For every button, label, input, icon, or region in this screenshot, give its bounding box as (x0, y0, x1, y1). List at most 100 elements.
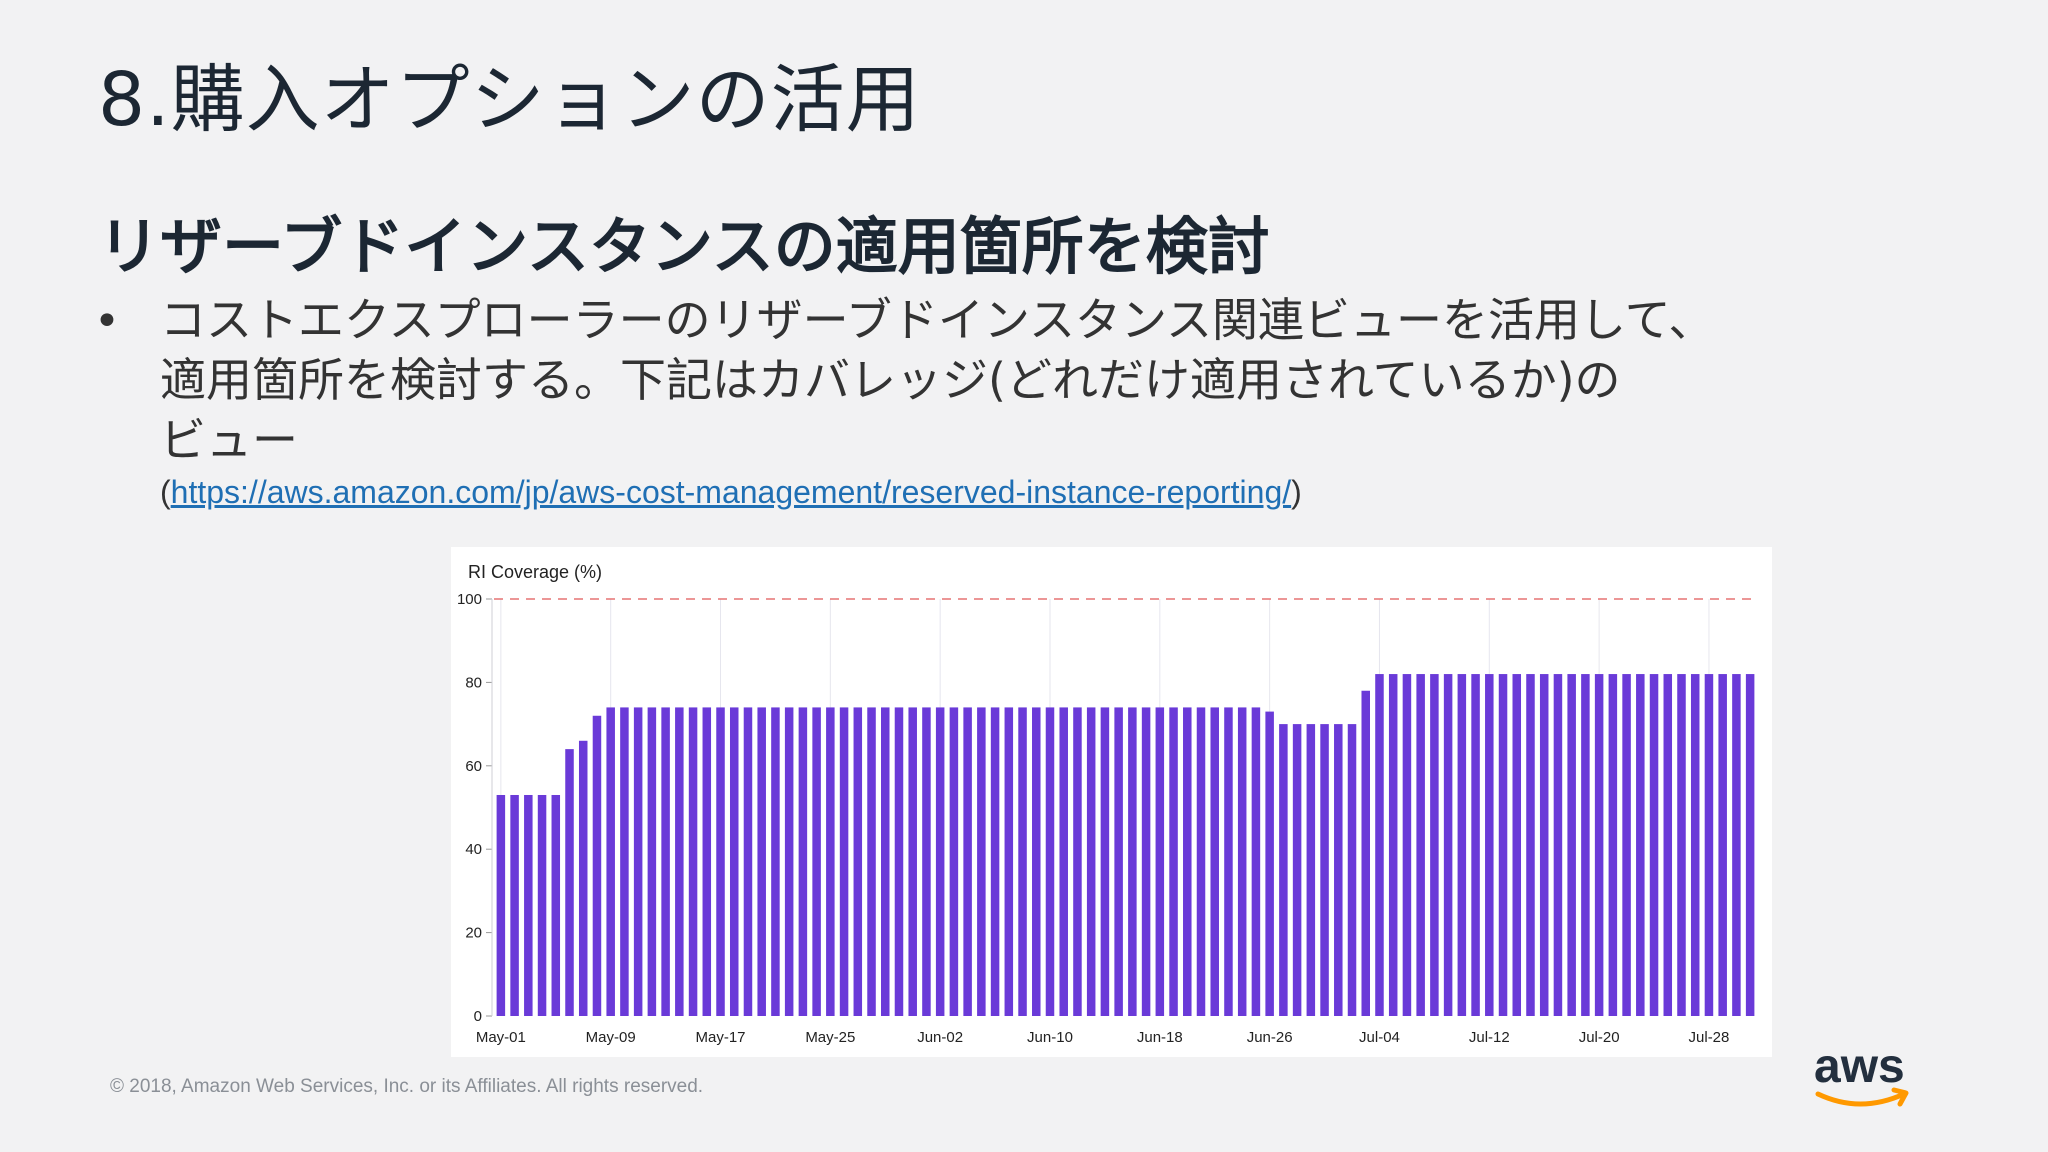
chart-bar (647, 707, 657, 1016)
chart-bar (867, 707, 876, 1016)
chart-bar (620, 707, 629, 1016)
chart-bar (578, 740, 588, 1016)
chart-bar (757, 707, 766, 1016)
chart-bar (702, 707, 712, 1016)
chart-bar (1196, 707, 1206, 1016)
chart-bar (1169, 707, 1178, 1016)
x-tick-label: Jul-12 (1469, 1029, 1510, 1046)
bullet-line-2: 適用箇所を検討する。下記はカバレッジ(どれだけ適用されているか)の (160, 353, 1621, 407)
x-tick-label: Jun-02 (917, 1029, 963, 1046)
chart-bar (1732, 674, 1741, 1016)
chart-bar (1745, 674, 1755, 1016)
chart-bar (771, 707, 780, 1016)
chart-bar (1485, 674, 1494, 1016)
chart-bar (1526, 674, 1535, 1016)
x-tick-label: Jun-10 (1027, 1029, 1073, 1046)
chart-bar (1608, 674, 1618, 1016)
chart-bar (935, 707, 945, 1016)
chart-bar (1512, 674, 1522, 1016)
x-tick-label: Jul-28 (1689, 1029, 1730, 1046)
aws-smile-icon (1815, 1091, 1907, 1107)
chart-title: RI Coverage (%) (468, 562, 602, 582)
chart-bar (1320, 724, 1329, 1016)
chart-bar (1128, 707, 1137, 1016)
chart-bar (1114, 707, 1123, 1016)
link-close-paren: ) (1291, 474, 1302, 510)
chart-bar (1183, 707, 1192, 1016)
chart-bar (798, 707, 808, 1016)
chart-bar (1581, 674, 1590, 1016)
y-tick-label: 60 (465, 758, 482, 775)
aws-smile-arrow-icon (1891, 1087, 1909, 1107)
chart-bar (524, 794, 533, 1016)
chart-bar (1292, 724, 1302, 1016)
chart-bar (606, 707, 615, 1016)
chart-bar (1237, 707, 1247, 1016)
chart-bar (592, 715, 602, 1016)
chart-bar (1553, 674, 1563, 1016)
chart-bar (1677, 674, 1686, 1016)
slide-subtitle: リザーブドインスタンスの適用箇所を検討 (98, 210, 1270, 283)
chart-bar (922, 707, 931, 1016)
y-tick-label: 20 (465, 925, 482, 942)
chart-bar (812, 707, 821, 1016)
chart-bar (1690, 674, 1700, 1016)
chart-bar (1004, 707, 1014, 1016)
chart-bar (1100, 707, 1110, 1016)
chart-bar (977, 707, 986, 1016)
chart-bar (1594, 674, 1604, 1016)
y-tick-label: 100 (457, 591, 482, 608)
chart-bar (949, 707, 959, 1016)
chart-bar (1471, 674, 1480, 1016)
chart-bar (880, 707, 890, 1016)
chart-bar (1086, 707, 1096, 1016)
chart-bar (1279, 724, 1288, 1016)
chart-bar (496, 794, 506, 1016)
chart-bar (1649, 674, 1659, 1016)
chart-bar (565, 749, 574, 1016)
chart-bar (1155, 707, 1165, 1016)
x-tick-label: Jun-18 (1137, 1029, 1183, 1046)
axis-layer: 0 20 40 60 80 100 May-01 May-09 May-17 May-25 Jun-… (457, 591, 1757, 1046)
chart-svg: RI Coverage (%) 0 20 40 60 80 100 May-01 May-09… (457, 562, 1757, 1046)
chart-bar (1032, 707, 1041, 1016)
chart-bar (784, 707, 794, 1016)
chart-bar (1402, 674, 1412, 1016)
chart-bar (1224, 707, 1233, 1016)
chart-bar (1443, 674, 1453, 1016)
chart-bar (908, 707, 917, 1016)
x-tick-label: Jul-20 (1579, 1029, 1620, 1046)
x-tick-label: Jun-26 (1247, 1029, 1293, 1046)
x-tick-label: May-09 (586, 1029, 636, 1046)
chart-bar (1430, 674, 1439, 1016)
chart-bar (661, 707, 670, 1016)
x-tick-label: May-17 (696, 1029, 746, 1046)
reference-link[interactable]: https://aws.amazon.com/jp/aws-cost-manag… (170, 474, 1292, 510)
y-tick-label: 40 (465, 841, 482, 858)
chart-bar (1059, 707, 1068, 1016)
chart-bar (1018, 707, 1027, 1016)
chart-bar (1347, 724, 1357, 1016)
bar-layer (496, 674, 1755, 1016)
chart-bar (1251, 707, 1261, 1016)
chart-bar (894, 707, 904, 1016)
slide-title: 8.購入オプションの活用 (98, 57, 921, 143)
aws-logo: aws (1812, 1040, 1920, 1114)
chart-bar (1265, 711, 1274, 1016)
chart-bar (1073, 707, 1082, 1016)
chart-bar (1567, 674, 1576, 1016)
chart-bar (729, 707, 739, 1016)
chart-bar (1045, 707, 1055, 1016)
bullet-line-3: ビュー (160, 413, 298, 467)
aws-logo-text: aws (1814, 1042, 1905, 1093)
chart-bar (839, 707, 849, 1016)
chart-bar (537, 794, 547, 1016)
chart-bar (675, 707, 684, 1016)
copyright-footer: © 2018, Amazon Web Services, Inc. or its… (110, 1076, 704, 1097)
chart-bar (688, 707, 698, 1016)
chart-bar (1663, 674, 1673, 1016)
chart-bar (1457, 674, 1467, 1016)
reference-link-line: (https://aws.amazon.com/jp/aws-cost-mana… (160, 474, 1302, 511)
chart-bar (716, 707, 725, 1016)
chart-bar (1539, 674, 1549, 1016)
